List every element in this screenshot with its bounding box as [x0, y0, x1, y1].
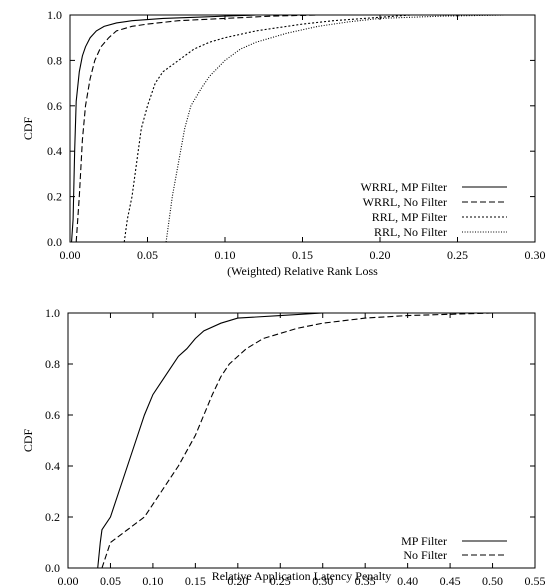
- legend-label: MP Filter: [401, 534, 447, 548]
- chart-panel-2: 0.00 0.05 0.10 0.15 0.20 0.25 0.30 0.35 0.40 0.45…: [21, 306, 546, 588]
- x-tick-label: 0.20: [370, 248, 391, 262]
- y-axis-label: CDF: [21, 117, 35, 141]
- x-tick-label: 0.35: [355, 574, 376, 588]
- x-tick-label: 0.00: [60, 248, 81, 262]
- x-tick-label: 0.00: [58, 574, 79, 588]
- x-tick-label: 0.15: [185, 574, 206, 588]
- series-line-4: [165, 14, 505, 243]
- legend-label: WRRL, MP Filter: [360, 180, 447, 194]
- legend-label: No Filter: [403, 548, 447, 562]
- y-tick-label: 0.0: [45, 561, 60, 575]
- x-tick-label: 0.25: [447, 248, 468, 262]
- x-tick-label: 0.25: [270, 574, 291, 588]
- plot-frame: [69, 14, 536, 243]
- x-tick-label: 0.45: [440, 574, 461, 588]
- x-tick-label: 0.10: [142, 574, 163, 588]
- legend-label: WRRL, No Filter: [363, 195, 447, 209]
- legend-label: RRL, MP Filter: [372, 210, 447, 224]
- y-tick-label: 1.0: [45, 306, 60, 320]
- y-tick-label: 0.6: [47, 99, 62, 113]
- x-tick-label: 0.20: [227, 574, 248, 588]
- y-tick-label: 0.2: [47, 190, 62, 204]
- x-tick-label: 0.10: [215, 248, 236, 262]
- y-tick-label: 0.8: [45, 357, 60, 371]
- x-axis-label: Relative Application Latency Penalty: [212, 569, 392, 583]
- x-tick-label: 0.05: [100, 574, 121, 588]
- y-tick-label: 0.0: [47, 235, 62, 249]
- x-tick-label: 0.50: [482, 574, 503, 588]
- x-tick-label: 0.30: [525, 248, 546, 262]
- y-tick-label: 0.8: [47, 53, 62, 67]
- series-line-1: [97, 312, 323, 569]
- x-tick-label: 0.55: [525, 574, 546, 588]
- y-tick-label: 0.6: [45, 408, 60, 422]
- series-line-1: [71, 14, 257, 243]
- x-tick-label: 0.40: [397, 574, 418, 588]
- x-tick-label: 0.15: [292, 248, 313, 262]
- y-tick-label: 0.4: [45, 459, 60, 473]
- x-tick-label: 0.30: [312, 574, 333, 588]
- x-tick-label: 0.05: [137, 248, 158, 262]
- series-line-3: [123, 14, 412, 243]
- y-tick-label: 1.0: [47, 8, 62, 22]
- chart-panel-1: 0.00 0.05 0.10 0.15 0.20 0.25 0.30 0.0 0.2 0.4 0.6…: [21, 8, 546, 278]
- legend-label: RRL, No Filter: [374, 225, 447, 239]
- series-line-2: [101, 312, 493, 569]
- series-line-2: [75, 14, 319, 243]
- plot-frame: [67, 312, 536, 569]
- y-tick-label: 0.4: [47, 144, 62, 158]
- y-tick-label: 0.2: [45, 510, 60, 524]
- x-axis-label: (Weighted) Relative Rank Loss: [227, 264, 378, 278]
- y-axis-label: CDF: [21, 429, 35, 453]
